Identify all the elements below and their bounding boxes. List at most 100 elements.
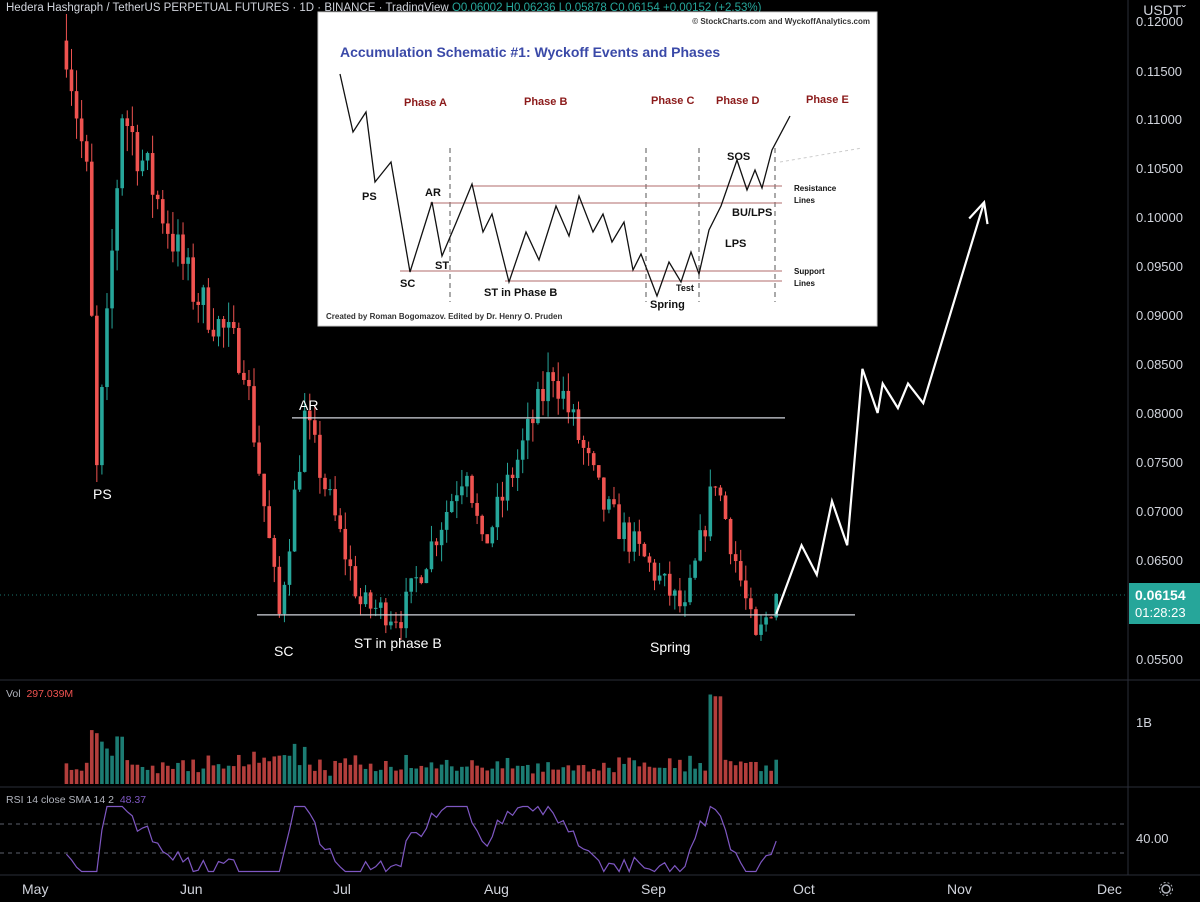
candle-body [343, 528, 348, 560]
inset-ps: PS [362, 191, 377, 203]
volume-bar [378, 769, 383, 784]
volume-bar [642, 762, 647, 784]
candle-body [69, 69, 74, 92]
volume-bar [216, 764, 221, 784]
volume-bar [576, 765, 581, 784]
time-axis[interactable]: May Jun Jul Aug Sep Oct Nov Dec [22, 881, 1122, 897]
volume-bar [505, 757, 510, 784]
candle-body [267, 506, 272, 539]
label-st-phase-b: ST in phase B [354, 635, 442, 651]
volume-bar [662, 767, 667, 784]
candle-body [510, 474, 515, 479]
volume-bar [368, 763, 373, 784]
candle-body [602, 477, 606, 510]
volume-bar [373, 771, 378, 784]
volume-bar [419, 765, 424, 784]
inset-st-phase-b: ST in Phase B [484, 287, 557, 299]
candle-body [409, 578, 413, 592]
volume-bar [84, 762, 89, 784]
volume-bar [556, 769, 561, 784]
candle-body [100, 387, 104, 466]
candle-body [723, 495, 728, 519]
volume-bar [617, 757, 621, 784]
volume-bar [237, 754, 241, 784]
volume-bar [160, 762, 165, 784]
volume-bar [566, 765, 571, 784]
phase-e-label: Phase E [806, 94, 849, 106]
month-label: Jun [180, 881, 203, 897]
volume-bar [607, 767, 611, 784]
candle-body [84, 141, 89, 162]
volume-bar [667, 758, 672, 784]
volume-bar [759, 771, 763, 784]
candle-body [769, 617, 773, 619]
candle-body [688, 577, 692, 603]
volume-bar [510, 768, 515, 784]
price-tick: 0.09000 [1136, 308, 1183, 323]
candle-body [333, 489, 337, 516]
settings-gear-icon[interactable] [1159, 882, 1173, 896]
volume-bar [394, 770, 398, 784]
candle-body [272, 538, 277, 567]
volume-bar [64, 763, 69, 784]
ohlc-high: H0.06236 [505, 2, 556, 14]
candle-body [206, 287, 211, 330]
volume-axis-tick: 1B [1136, 715, 1152, 730]
inset-st: ST [435, 260, 449, 272]
volume-bar [262, 757, 266, 784]
volume-bar [561, 767, 566, 784]
inset-background [317, 11, 878, 327]
volume-bar [358, 764, 363, 784]
candle-body [622, 522, 626, 539]
projection-path[interactable] [775, 201, 986, 615]
candle-body [363, 592, 368, 605]
candle-body [515, 459, 520, 479]
volume-bar [74, 769, 79, 784]
interval[interactable]: 1D [299, 2, 315, 14]
candle-body [480, 515, 484, 535]
candle-body [449, 501, 454, 513]
candle-body [237, 328, 241, 373]
candle-body [490, 527, 495, 544]
volume-bar [221, 768, 226, 784]
candle-body [394, 621, 398, 623]
volume-bar [282, 755, 287, 784]
candle-body [439, 529, 444, 546]
candle-body [546, 372, 550, 402]
candle-body [475, 503, 479, 516]
candle-body [404, 591, 408, 629]
chart-header: Hedera Hashgraph / TetherUS PERPETUAL FU… [6, 2, 762, 14]
price-tick: 0.07000 [1136, 504, 1183, 519]
volume-bar [206, 755, 211, 784]
candle-body [120, 118, 124, 189]
symbol-name[interactable]: Hedera Hashgraph / TetherUS PERPETUAL FU… [6, 2, 290, 14]
candle-body [536, 389, 540, 424]
volume-bar [318, 759, 322, 784]
candle-body [434, 541, 439, 546]
price-axis[interactable]: 0.12000 0.11500 0.11000 0.10500 0.10000 … [1136, 14, 1183, 667]
ohlc-close: C0.06154 [609, 2, 660, 14]
candle-body [105, 308, 109, 388]
candle-body [571, 409, 576, 413]
price-tick: 0.08000 [1136, 406, 1183, 421]
inset-ar: AR [425, 187, 441, 199]
price-tick: 0.12000 [1136, 14, 1183, 29]
volume-bar [455, 770, 459, 784]
candle-body [201, 287, 206, 305]
volume-bar [302, 746, 307, 784]
candle-body [708, 486, 713, 537]
volume-bar [551, 769, 555, 784]
volume-bar [130, 764, 135, 784]
candle-body [607, 499, 611, 510]
volume-bar [698, 763, 702, 784]
candle-body [495, 496, 500, 528]
last-price: 0.06154 [1135, 587, 1186, 603]
inset-credit-top: © StockCharts.com and WyckoffAnalytics.c… [692, 17, 870, 26]
candle-body [703, 530, 708, 537]
volume-bar [414, 768, 419, 784]
inset-bu-lps: BU/LPS [732, 207, 772, 219]
candle-body [216, 319, 221, 337]
volume-bar [444, 759, 449, 784]
currency-unit[interactable]: USDTˇ [1143, 2, 1186, 18]
